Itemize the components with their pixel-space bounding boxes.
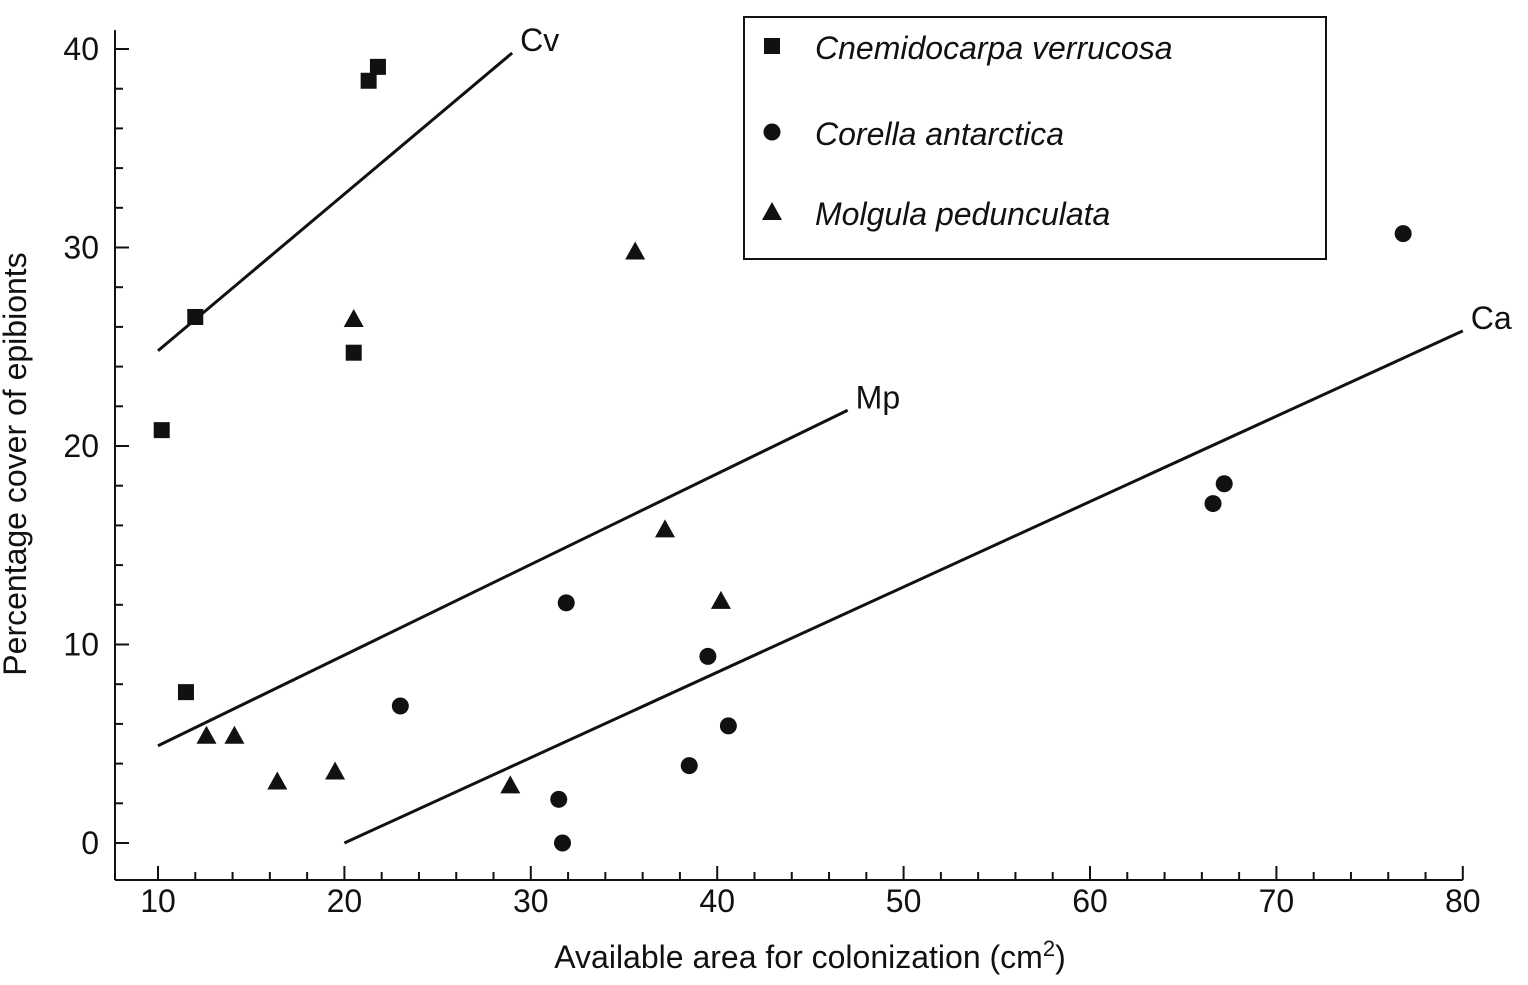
point-square	[177, 684, 194, 701]
x-tick-label: 50	[886, 883, 922, 919]
legend-marker-triangle	[762, 202, 782, 220]
legend-marker-circle	[763, 123, 781, 141]
x-tick-label: 10	[140, 883, 176, 919]
point-circle	[680, 757, 698, 775]
point-square	[369, 58, 386, 75]
point-circle	[557, 594, 575, 612]
point-triangle	[196, 725, 217, 744]
legend-box	[743, 16, 1327, 260]
y-axis-title: Percentage cover of epibionts	[0, 252, 33, 675]
point-triangle	[625, 241, 646, 260]
x-tick-label: 40	[699, 883, 735, 919]
y-tick-label: 40	[63, 31, 99, 67]
point-triangle	[710, 590, 731, 609]
point-circle	[1204, 495, 1222, 513]
legend-label: Corella antarctica	[815, 116, 1064, 152]
regression-line-mp	[157, 408, 849, 748]
point-circle	[719, 717, 737, 735]
point-square	[345, 344, 362, 361]
point-circle	[699, 647, 717, 665]
x-tick-label: 30	[513, 883, 549, 919]
point-circle	[391, 697, 409, 715]
legend-label: Molgula pedunculata	[815, 196, 1110, 232]
legend-label: Cnemidocarpa verrucosa	[815, 30, 1173, 66]
point-triangle	[655, 519, 676, 538]
point-square	[153, 422, 170, 439]
point-circle	[1215, 475, 1233, 493]
line-label-ca: Ca	[1471, 300, 1512, 336]
regression-line-cv	[157, 51, 514, 352]
legend: Cnemidocarpa verrucosa Corella antarctica…	[743, 16, 1327, 260]
y-tick-label: 10	[63, 627, 99, 663]
point-triangle	[325, 761, 346, 780]
point-triangle	[267, 771, 288, 790]
point-circle	[1394, 225, 1412, 243]
y-tick-label: 30	[63, 230, 99, 266]
x-axis-title: Available area for colonization (cm2)	[554, 936, 1065, 975]
line-label-cv: Cv	[520, 22, 559, 58]
x-tick-label: 80	[1445, 883, 1481, 919]
point-triangle	[500, 775, 521, 794]
regression-line-ca	[343, 329, 1464, 845]
point-square	[360, 72, 377, 89]
point-circle	[553, 834, 571, 852]
point-square	[187, 308, 204, 325]
point-circle	[550, 790, 568, 808]
regression-lines: Cv Mp Ca	[157, 22, 1512, 845]
y-tick-label: 20	[63, 428, 99, 464]
x-tick-label: 20	[327, 883, 363, 919]
data-points	[153, 58, 1412, 852]
y-tick-label: 0	[81, 825, 99, 861]
x-tick-label: 60	[1072, 883, 1108, 919]
axes: 0 10 20 30 40 10 20 30 40 50 60 70 80	[63, 30, 1481, 919]
x-tick-label: 70	[1259, 883, 1295, 919]
point-triangle	[343, 308, 364, 327]
legend-marker-square	[764, 38, 780, 54]
line-label-mp: Mp	[856, 379, 900, 415]
point-triangle	[224, 725, 245, 744]
